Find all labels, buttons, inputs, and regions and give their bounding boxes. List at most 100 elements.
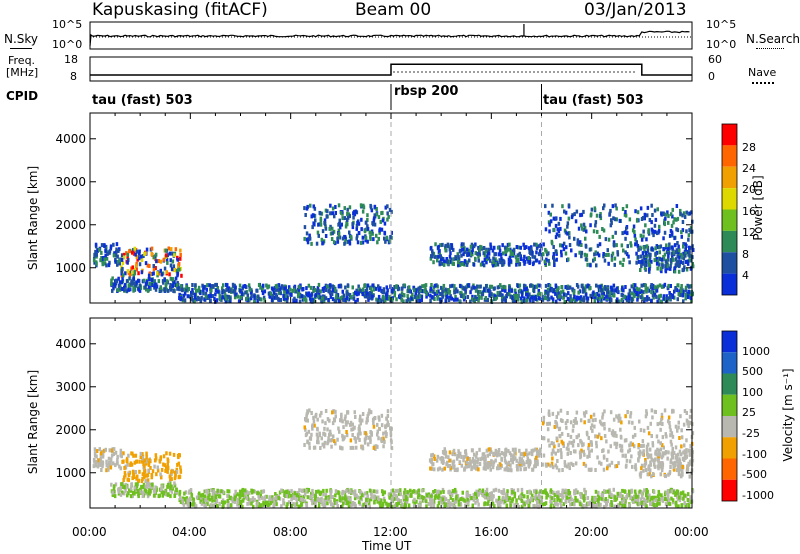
power-echo-cell — [382, 287, 386, 292]
power-echo-cell — [152, 271, 155, 276]
velocity-echo-cell — [618, 413, 621, 418]
velocity-echo-cell — [143, 487, 147, 492]
power-echo-cell — [165, 257, 169, 262]
power-echo-cell — [496, 245, 500, 250]
power-echo-cell — [176, 257, 179, 262]
velocity-echo-cell — [609, 410, 613, 415]
velocity-echo-cell — [557, 468, 561, 473]
power-echo-cell — [382, 299, 386, 304]
power-echo-cell — [561, 289, 565, 294]
velocity-echo-cell — [467, 461, 470, 466]
power-echo-cell — [348, 293, 352, 297]
velocity-echo-cell — [556, 497, 559, 502]
power-echo-cell — [545, 249, 548, 254]
power-echo-cell — [600, 291, 604, 296]
velocity-echo-cell — [139, 451, 143, 456]
power-echo-cell — [462, 242, 465, 247]
velocity-echo-cell — [128, 488, 131, 493]
power-echo-cell — [653, 285, 657, 290]
velocity-echo-cell — [672, 490, 675, 495]
velocity-echo-cell — [535, 455, 538, 460]
velocity-echo-cell — [300, 503, 303, 508]
power-echo-cell — [344, 235, 347, 240]
power-echo-cell — [329, 224, 332, 229]
power-echo-cell — [328, 283, 332, 288]
noise-search-label: N.Search — [746, 32, 800, 46]
power-echo-cell — [469, 290, 472, 295]
power-echo-cell — [451, 261, 454, 266]
power-echo-cell — [616, 250, 619, 255]
power-echo-cell — [289, 287, 292, 292]
power-echo-cell — [501, 287, 504, 292]
power-echo-cell — [533, 242, 536, 247]
velocity-echo-cell — [107, 456, 111, 461]
velocity-echo-cell — [485, 487, 489, 492]
power-echo-cell — [684, 260, 688, 264]
power-echo-cell — [115, 247, 118, 252]
power-echo-cell — [625, 226, 628, 231]
power-echo-cell — [206, 283, 209, 288]
power-echo-cell — [639, 233, 643, 238]
velocity-echo-cell — [427, 501, 431, 506]
velocity-echo-cell — [374, 496, 377, 501]
power-echo-cell — [357, 221, 361, 226]
velocity-echo-cell — [670, 442, 673, 447]
power-echo-cell — [231, 282, 235, 287]
power-echo-cell — [576, 238, 580, 243]
power-echo-cell — [135, 254, 139, 259]
power-echo-cell — [666, 296, 670, 301]
velocity-echo-cell — [677, 425, 680, 430]
velocity-echo-cell — [143, 468, 146, 473]
velocity-echo-cell — [646, 455, 650, 460]
velocity-echo-cell — [150, 473, 154, 477]
power-echo-cell — [312, 213, 316, 218]
power-echo-cell — [684, 285, 688, 290]
power-echo-cell — [203, 297, 206, 302]
power-echo-cell — [535, 250, 538, 255]
power-echo-cell — [310, 293, 313, 298]
velocity-echo-cell — [663, 492, 667, 497]
velocity-echo-cell — [363, 502, 367, 507]
velocity-echo-cell — [369, 439, 372, 444]
velocity-echo-cell — [514, 447, 517, 452]
power-echo-cell — [648, 258, 651, 263]
power-echo-cell — [93, 260, 96, 265]
velocity-echo-cell — [548, 443, 551, 448]
power-echo-cell — [143, 252, 146, 256]
velocity-echo-cell — [436, 504, 440, 509]
power-echo-cell — [594, 220, 598, 225]
power-echo-cell — [190, 290, 193, 295]
power-echo-cell — [500, 296, 504, 301]
velocity-echo-cell — [636, 494, 639, 499]
power-echo-cell — [555, 251, 558, 256]
velocity-echo-cell — [603, 434, 607, 438]
velocity-echo-cell — [659, 441, 662, 446]
velocity-echo-cell — [651, 443, 655, 448]
velocity-echo-cell — [131, 469, 135, 474]
velocity-echo-cell — [630, 454, 633, 459]
velocity-echo-cell — [241, 487, 244, 492]
power-echo-cell — [331, 211, 334, 216]
power-echo-cell — [498, 258, 501, 263]
velocity-echo-cell — [650, 408, 654, 413]
power-echo-cell — [584, 257, 588, 262]
velocity-echo-cell — [570, 497, 573, 502]
power-echo-cell — [353, 212, 357, 217]
velocity-echo-cell — [164, 468, 167, 473]
velocity-echo-cell — [531, 498, 534, 503]
velocity-echo-cell — [433, 489, 437, 493]
power-echo-cell — [628, 260, 631, 265]
power-echo-cell — [471, 285, 475, 290]
power-echo-cell — [689, 292, 693, 297]
velocity-echo-cell — [660, 466, 664, 471]
velocity-echo-cell — [656, 447, 659, 452]
power-echo-cell — [645, 297, 649, 302]
velocity-echo-cell — [561, 419, 564, 423]
velocity-echo-cell — [358, 424, 361, 429]
velocity-echo-cell — [503, 454, 506, 459]
power-echo-cell — [133, 269, 136, 274]
power-echo-cell — [688, 258, 691, 263]
velocity-echo-cell — [399, 488, 402, 493]
power-echo-cell — [320, 237, 324, 242]
velocity-echo-cell — [96, 464, 100, 469]
